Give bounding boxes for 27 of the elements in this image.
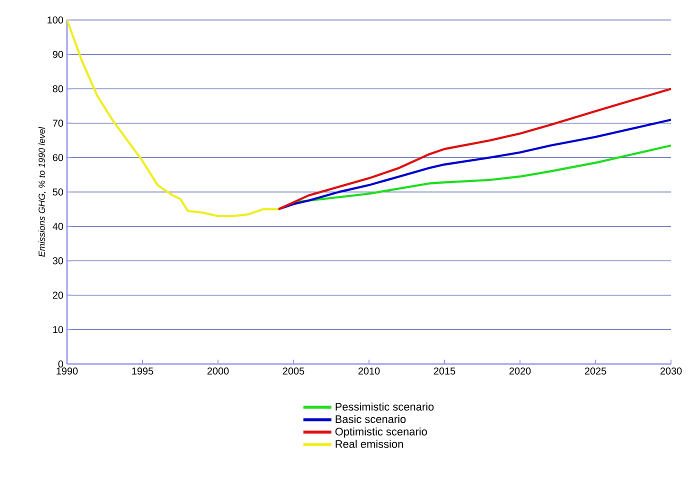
x-tick-label: 2000 <box>207 368 229 375</box>
y-tick-label: 90 <box>52 50 64 58</box>
x-tick-label: 2020 <box>509 368 531 375</box>
x-tick-label: 2025 <box>584 368 606 375</box>
line-series <box>277 88 672 210</box>
y-tick-label: 40 <box>52 222 64 230</box>
y-tick-label: 30 <box>52 257 64 264</box>
x-tick-label: 2005 <box>282 368 304 375</box>
line-series <box>67 20 280 218</box>
y-tick-label: 60 <box>52 154 64 162</box>
y-axis-title: Emissions GHG, % to 1990 level <box>38 126 46 257</box>
legend-label: Real emission <box>336 440 403 448</box>
y-tick-label: 100 <box>48 16 64 24</box>
x-tick-label: 2030 <box>660 368 682 375</box>
y-tick-label: 20 <box>52 292 64 299</box>
y-tick-label: 50 <box>52 188 64 196</box>
x-tick-label: 2015 <box>434 368 456 375</box>
x-tick-label: 2010 <box>358 368 380 375</box>
y-tick-label: 80 <box>52 85 64 92</box>
y-tick-label: 0 <box>58 360 64 368</box>
x-tick-label: 1990 <box>56 368 78 375</box>
legend-label: Basic scenario <box>336 415 406 424</box>
y-tick-label: 70 <box>52 120 64 127</box>
x-tick-label: 1995 <box>132 368 154 375</box>
legend-label: Pessimistic scenario <box>336 402 434 411</box>
y-tick-label: 10 <box>53 326 64 334</box>
legend-label: Optimistic scenario <box>335 427 427 438</box>
